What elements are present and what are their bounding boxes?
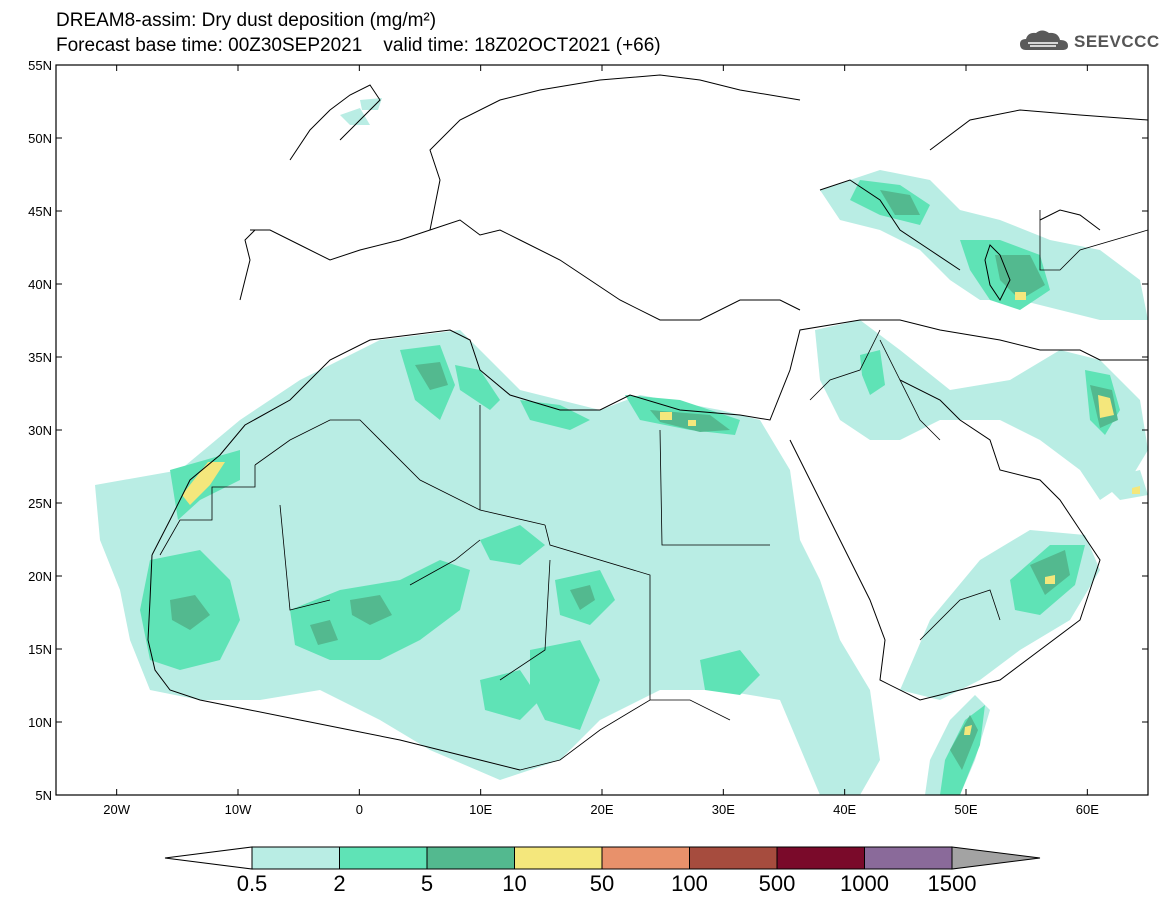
cloud-icon [1020,30,1068,50]
map-title: DREAM8-assim: Dry dust deposition (mg/m²… [56,10,437,31]
colorbar-label: 100 [671,871,708,896]
lat-tick-label: 10N [28,715,52,730]
colorbar-swatch [864,846,953,870]
lon-tick-label: 40E [833,802,856,817]
colorbar-high-arrow [951,846,1041,870]
dust-field [95,98,1148,795]
lat-tick-label: 45N [28,204,52,219]
colorbar-low-arrow [164,846,253,870]
lat-tick-label: 50N [28,131,52,146]
valid-time-label: valid time: 18Z02OCT2021 (+66) [383,35,661,56]
lon-tick-label: 60E [1076,802,1099,817]
lat-tick-label: 40N [28,277,52,292]
colorbar-label: 500 [759,871,796,896]
deposition-band-mid [140,180,1120,795]
lat-tick-label: 20N [28,569,52,584]
colorbar-swatch [601,846,690,870]
colorbar-swatch [689,846,778,870]
logo-text: SEEVCCC [1074,32,1160,51]
lon-tick-label: 10W [225,802,252,817]
longitude-axis: 20W 10W 0 10E 20E 30E 40E 50E 60E [103,65,1099,817]
colorbar-label: 1000 [840,871,889,896]
lat-tick-label: 35N [28,350,52,365]
colorbar-label: 2 [333,871,345,896]
colorbar-swatch [514,846,603,870]
latitude-axis: 55N 50N 45N 40N 35N 30N 25N 20N 15N 10N 5N [28,58,1148,803]
lon-tick-label: 20E [590,802,613,817]
lon-tick-label: 50E [954,802,977,817]
lon-tick-label: 0 [356,802,363,817]
colorbar-swatch [251,846,340,870]
colorbar-swatch [776,846,865,870]
lat-tick-label: 30N [28,423,52,438]
deposition-band-low [95,98,1148,795]
lon-tick-label: 30E [712,802,735,817]
lat-tick-label: 25N [28,496,52,511]
lat-tick-label: 5N [35,788,52,803]
country-borders [159,210,1148,771]
lon-tick-label: 20W [103,802,130,817]
coastlines [147,74,1148,771]
colorbar-swatch [426,846,515,870]
seevccc-logo: SEEVCCC [1018,28,1160,56]
colorbar-label: 0.5 [237,871,268,896]
deposition-band-peak [182,292,1140,735]
lat-tick-label: 55N [28,58,52,73]
colorbar: 0.5 2 5 10 50 100 500 1000 1500 [164,846,1041,896]
colorbar-label: 10 [502,871,526,896]
lat-tick-label: 15N [28,642,52,657]
lon-tick-label: 10E [469,802,492,817]
base-time-label: Forecast base time: 00Z30SEP2021 [56,35,363,56]
colorbar-label: 5 [421,871,433,896]
forecast-base-time: Forecast base time: 00Z30SEP2021 valid t… [56,35,661,57]
colorbar-label: 1500 [928,871,977,896]
colorbar-label: 50 [590,871,614,896]
colorbar-swatch [339,846,428,870]
